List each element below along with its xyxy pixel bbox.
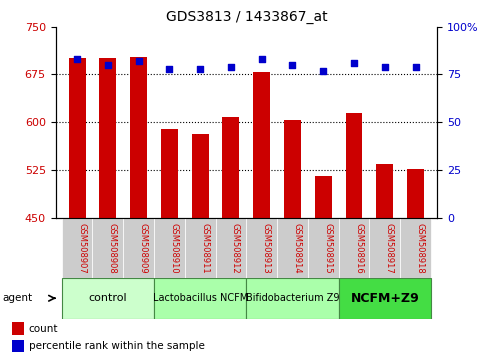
Bar (339, 218, 369, 278)
Point (412, 64, 419, 69)
Bar (253, 73, 270, 218)
Bar (62, 278, 154, 319)
Point (166, 66, 173, 72)
Text: NCFM+Z9: NCFM+Z9 (351, 292, 419, 305)
Bar (69, 58, 85, 218)
Bar (123, 218, 154, 278)
Bar (154, 278, 246, 319)
Bar (315, 176, 332, 218)
Bar (339, 278, 431, 319)
Text: GSM508914: GSM508914 (293, 223, 301, 273)
Text: percentile rank within the sample: percentile rank within the sample (29, 341, 205, 351)
Bar (308, 218, 339, 278)
Text: agent: agent (2, 293, 32, 303)
Point (104, 62, 112, 68)
Bar (246, 278, 339, 319)
Bar (192, 133, 209, 218)
Text: GSM508907: GSM508907 (77, 223, 86, 273)
Point (196, 66, 204, 72)
Bar (284, 120, 301, 218)
Text: Lactobacillus NCFM: Lactobacillus NCFM (153, 293, 248, 303)
Bar (369, 218, 400, 278)
Text: GSM508912: GSM508912 (231, 223, 240, 273)
Bar (215, 218, 246, 278)
Text: GSM508908: GSM508908 (108, 223, 117, 273)
Point (73, 56, 81, 62)
Bar (62, 218, 92, 278)
Bar (376, 164, 393, 218)
Bar (99, 58, 116, 218)
Text: GSM508916: GSM508916 (354, 223, 363, 273)
Text: GSM508909: GSM508909 (139, 223, 148, 273)
Bar (130, 57, 147, 218)
Bar (246, 218, 277, 278)
Text: count: count (29, 324, 58, 333)
Text: GSM508911: GSM508911 (200, 223, 209, 273)
Text: GSM508913: GSM508913 (262, 223, 270, 273)
Bar (223, 117, 240, 218)
Point (350, 60, 358, 66)
Point (381, 64, 389, 69)
Point (319, 68, 327, 73)
Bar (161, 129, 178, 218)
Text: Bifidobacterium Z9: Bifidobacterium Z9 (246, 293, 339, 303)
Point (289, 62, 297, 68)
Text: GSM508910: GSM508910 (170, 223, 178, 273)
Text: GSM508918: GSM508918 (415, 223, 425, 273)
Bar (407, 169, 424, 218)
Text: GSM508915: GSM508915 (323, 223, 332, 273)
Title: GDS3813 / 1433867_at: GDS3813 / 1433867_at (166, 10, 327, 24)
Bar (12, 322, 24, 335)
Bar (12, 340, 24, 352)
Bar (92, 218, 123, 278)
Bar (277, 218, 308, 278)
Point (227, 64, 235, 69)
Bar (185, 218, 215, 278)
Bar (345, 113, 363, 218)
Point (135, 58, 142, 64)
Text: control: control (88, 293, 127, 303)
Bar (154, 218, 185, 278)
Text: GSM508917: GSM508917 (385, 223, 394, 273)
Point (258, 56, 266, 62)
Bar (400, 218, 431, 278)
